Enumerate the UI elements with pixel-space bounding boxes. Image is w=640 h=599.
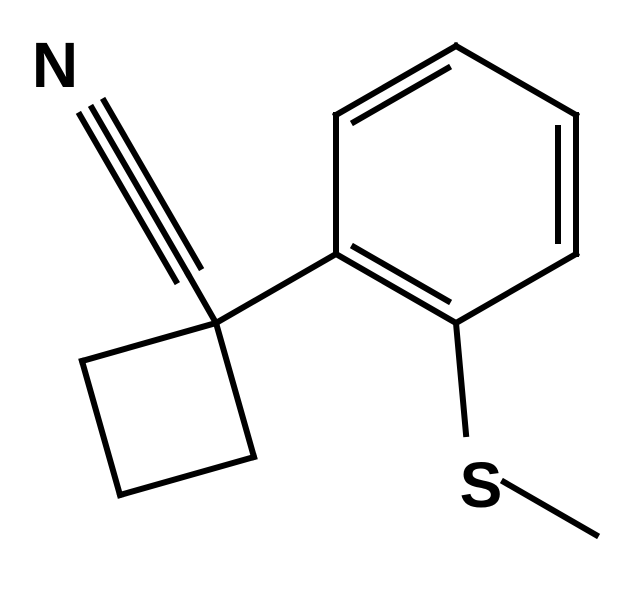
molecule-diagram: N S bbox=[0, 0, 640, 599]
bond-cn-to-quaternary bbox=[188, 274, 216, 323]
cyclobutane-bond bbox=[216, 323, 254, 457]
benzene-bond bbox=[456, 46, 576, 115]
nitrile-bond bbox=[92, 108, 188, 274]
bonds-group bbox=[80, 46, 596, 535]
benzene-bond bbox=[336, 46, 456, 115]
benzene-bond bbox=[456, 254, 576, 323]
benzene-bond bbox=[336, 254, 456, 323]
cyclobutane-bond bbox=[82, 323, 216, 361]
cyclobutane-bond bbox=[82, 361, 120, 495]
bond-quaternary-to-benzene bbox=[216, 254, 336, 323]
cyclobutane-bond bbox=[120, 457, 254, 495]
bond-s-to-methyl bbox=[504, 482, 596, 535]
atom-label-sulfur: S bbox=[460, 449, 503, 521]
atom-label-nitrogen: N bbox=[32, 29, 78, 101]
bond-ring-to-s bbox=[456, 323, 466, 434]
